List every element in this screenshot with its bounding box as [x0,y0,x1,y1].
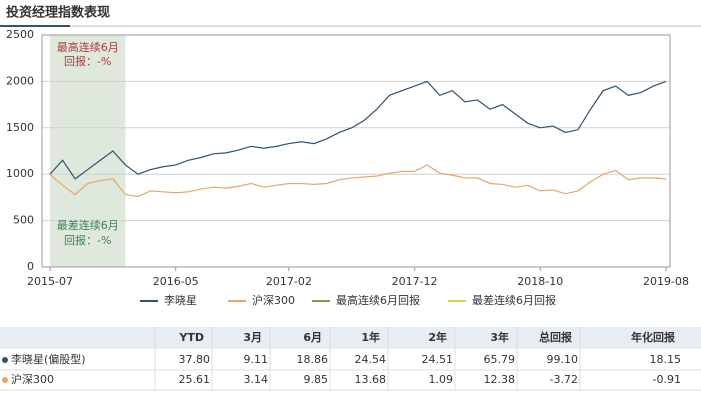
table-cell: 25.61 [179,373,211,386]
y-tick-label: 500 [13,214,34,227]
table-header: YTD [178,331,204,344]
table-cell: 13.68 [355,373,387,386]
table-cell: 18.86 [297,353,329,366]
x-tick-label: 2016-05 [153,275,199,288]
row-dot [2,357,8,363]
row-name: 沪深300 [11,372,54,386]
table-cell: -3.72 [550,373,578,386]
table-cell: -0.91 [653,373,681,386]
table-cell: 12.38 [484,373,516,386]
legend-label: 李晓星 [164,293,197,307]
table-header: 2年 [428,330,447,344]
table-cell: 9.11 [244,353,269,366]
x-tick-label: 2015-07 [27,275,73,288]
x-tick-label: 2018-10 [517,275,563,288]
table-header-bg [0,327,701,349]
table-cell: 1.09 [429,373,454,386]
table-header: 1年 [361,330,380,344]
table-header: 3年 [490,330,509,344]
table-cell: 37.80 [179,353,211,366]
annotation: 回报：-% [64,54,111,68]
legend-label: 最差连续6月回报 [472,293,556,307]
table-cell: 24.54 [355,353,387,366]
y-tick-label: 1000 [6,167,34,180]
y-tick-label: 2000 [6,74,34,87]
table-header: 年化回报 [631,330,676,344]
table-header: 总回报 [539,330,573,344]
row-name: 李晓星(偏股型) [11,352,86,366]
table-cell: 18.15 [650,353,682,366]
table-header: 6月 [303,331,322,344]
table-cell: 65.79 [484,353,516,366]
table-header: 3月 [243,331,262,344]
annotation: 最高连续6月 [57,40,119,54]
legend-label: 沪深300 [252,293,295,307]
y-tick-label: 2500 [6,28,34,41]
table-cell: 9.85 [304,373,329,386]
table-cell: 24.51 [422,353,454,366]
page-title: 投资经理指数表现 [6,5,110,21]
series-line [49,164,667,198]
series-line [49,80,667,180]
row-dot [2,377,8,383]
table-cell: 99.10 [547,353,579,366]
annotation: 回报：-% [64,233,111,247]
shade-region [50,35,126,267]
annotation: 最差连续6月 [57,218,119,232]
table-cell: 3.14 [244,373,269,386]
x-tick-label: 2019-08 [643,275,689,288]
plot-frame [41,34,671,268]
legend-label: 最高连续6月回报 [336,293,420,307]
x-tick-label: 2017-02 [266,275,312,288]
y-tick-label: 0 [27,260,34,273]
y-tick-label: 1500 [6,121,34,134]
x-tick-label: 2017-12 [392,275,438,288]
